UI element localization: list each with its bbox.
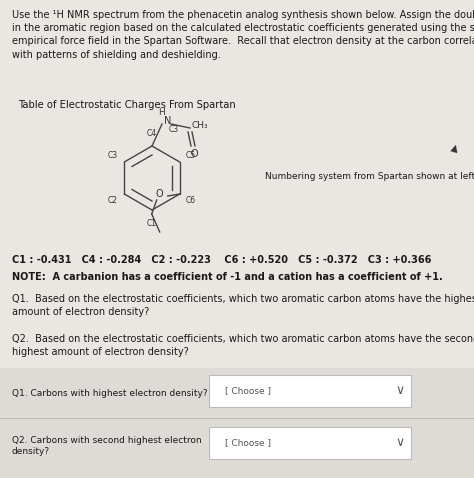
Text: [ Choose ]: [ Choose ] <box>225 438 271 447</box>
Text: Table of Electrostatic Charges From Spartan: Table of Electrostatic Charges From Spar… <box>18 100 236 110</box>
Text: ∨: ∨ <box>395 436 405 449</box>
FancyBboxPatch shape <box>0 418 474 478</box>
Text: H: H <box>159 108 165 117</box>
Text: Use the ¹H NMR spectrum from the phenacetin analog synthesis shown below. Assign: Use the ¹H NMR spectrum from the phenace… <box>12 10 474 60</box>
Text: C1 : -0.431   C4 : -0.284   C2 : -0.223    C6 : +0.520   C5 : -0.372   C3 : +0.3: C1 : -0.431 C4 : -0.284 C2 : -0.223 C6 :… <box>12 255 431 265</box>
Text: C6: C6 <box>186 196 196 205</box>
Text: Numbering system from Spartan shown at left: Numbering system from Spartan shown at l… <box>265 172 474 181</box>
Text: C1: C1 <box>147 218 157 228</box>
Text: ∨: ∨ <box>395 384 405 398</box>
Text: O: O <box>156 189 164 199</box>
FancyBboxPatch shape <box>209 375 411 407</box>
Text: C4: C4 <box>147 129 157 138</box>
Text: Q2. Carbons with second highest electron
density?: Q2. Carbons with second highest electron… <box>12 435 201 456</box>
Text: [ Choose ]: [ Choose ] <box>225 387 271 395</box>
Text: C3: C3 <box>108 151 118 160</box>
Text: N: N <box>164 116 172 126</box>
FancyBboxPatch shape <box>209 427 411 459</box>
Text: CH₃: CH₃ <box>192 120 209 130</box>
Text: NOTE:  A carbanion has a coefficient of -1 and a cation has a coefficient of +1.: NOTE: A carbanion has a coefficient of -… <box>12 272 443 282</box>
Text: ▲: ▲ <box>450 142 460 154</box>
FancyBboxPatch shape <box>0 368 474 418</box>
Text: C2: C2 <box>108 196 118 205</box>
Text: Q2.  Based on the electrostatic coefficients, which two aromatic carbon atoms ha: Q2. Based on the electrostatic coefficie… <box>12 334 474 357</box>
Text: Q1. Carbons with highest electron density?: Q1. Carbons with highest electron densit… <box>12 389 208 398</box>
Text: C3: C3 <box>169 126 179 134</box>
Text: O: O <box>190 149 198 159</box>
Text: Q1.  Based on the electrostatic coefficients, which two aromatic carbon atoms ha: Q1. Based on the electrostatic coefficie… <box>12 294 474 317</box>
Text: C5: C5 <box>186 151 196 160</box>
